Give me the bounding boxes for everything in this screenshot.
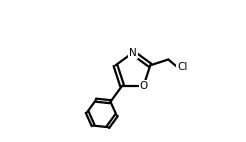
Text: Cl: Cl [177,62,187,72]
Text: N: N [129,48,137,58]
Text: O: O [139,81,148,91]
